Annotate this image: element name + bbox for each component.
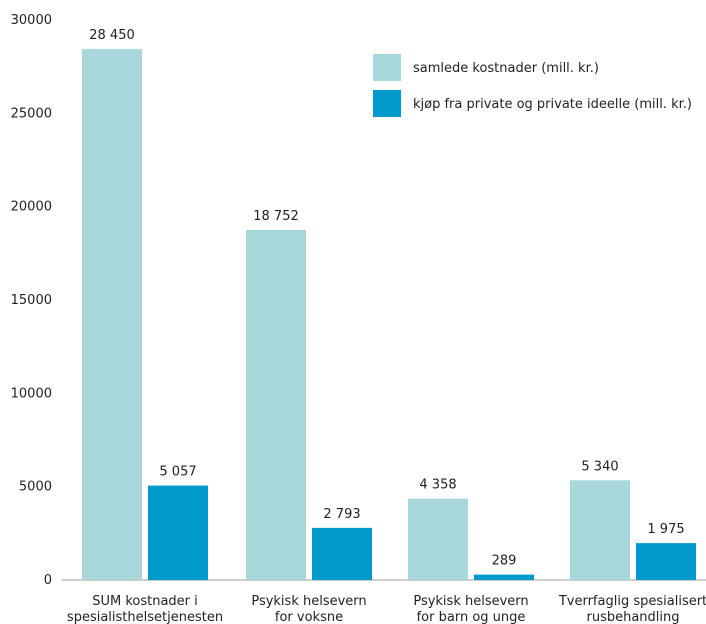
category-label: for voksne xyxy=(275,610,343,624)
bar-samlede-3 xyxy=(570,480,630,580)
legend: samlede kostnader (mill. kr.) kjøp fra pr… xyxy=(373,54,692,117)
category-label: for barn og unge xyxy=(417,610,526,624)
bar-samlede-1 xyxy=(246,229,306,581)
y-tick-label: 0 xyxy=(44,573,52,588)
bar-value-label: 28 450 xyxy=(89,28,135,43)
bar-value-label: 289 xyxy=(492,554,517,569)
y-tick-label: 25000 xyxy=(11,106,52,121)
bar-value-label: 5 340 xyxy=(581,459,618,474)
bars-group xyxy=(82,48,696,581)
category-label: spesialisthelsetjenesten xyxy=(67,610,223,624)
bar-kjop-2 xyxy=(474,574,534,580)
legend-swatch xyxy=(373,54,401,81)
category-label: SUM kostnader i xyxy=(92,594,198,609)
legend-swatch xyxy=(373,90,401,117)
bar-value-label: 2 793 xyxy=(323,507,360,522)
bar-kjop-0 xyxy=(148,485,208,580)
category-label: Tverrfaglig spesialisert xyxy=(558,594,706,609)
y-axis: 0 5000 10000 15000 20000 25000 30000 xyxy=(11,13,52,588)
bar-value-label: 18 752 xyxy=(253,209,299,224)
bar-value-label: 4 358 xyxy=(419,478,456,493)
category-label: Psykisk helsevern xyxy=(251,594,366,609)
legend-label: samlede kostnader (mill. kr.) xyxy=(413,61,599,76)
y-tick-label: 30000 xyxy=(11,13,52,28)
y-tick-label: 10000 xyxy=(11,386,52,401)
legend-label: kjøp fra private og private ideelle (mil… xyxy=(413,97,692,112)
bar-value-label: 5 057 xyxy=(159,465,196,480)
y-tick-label: 20000 xyxy=(11,200,52,215)
bar-samlede-0 xyxy=(82,48,142,580)
bar-kjop-1 xyxy=(312,527,372,580)
y-tick-label: 5000 xyxy=(19,480,52,495)
bar-kjop-3 xyxy=(636,543,696,580)
category-label: rusbehandling xyxy=(586,610,679,624)
y-tick-label: 15000 xyxy=(11,293,52,308)
bar-samlede-2 xyxy=(408,498,468,580)
value-labels-group: 28 450 5 057 18 752 2 793 4 358 289 5 340 1 975 xyxy=(89,28,684,569)
category-label: Psykisk helsevern xyxy=(413,594,528,609)
bar-value-label: 1 975 xyxy=(647,522,684,537)
